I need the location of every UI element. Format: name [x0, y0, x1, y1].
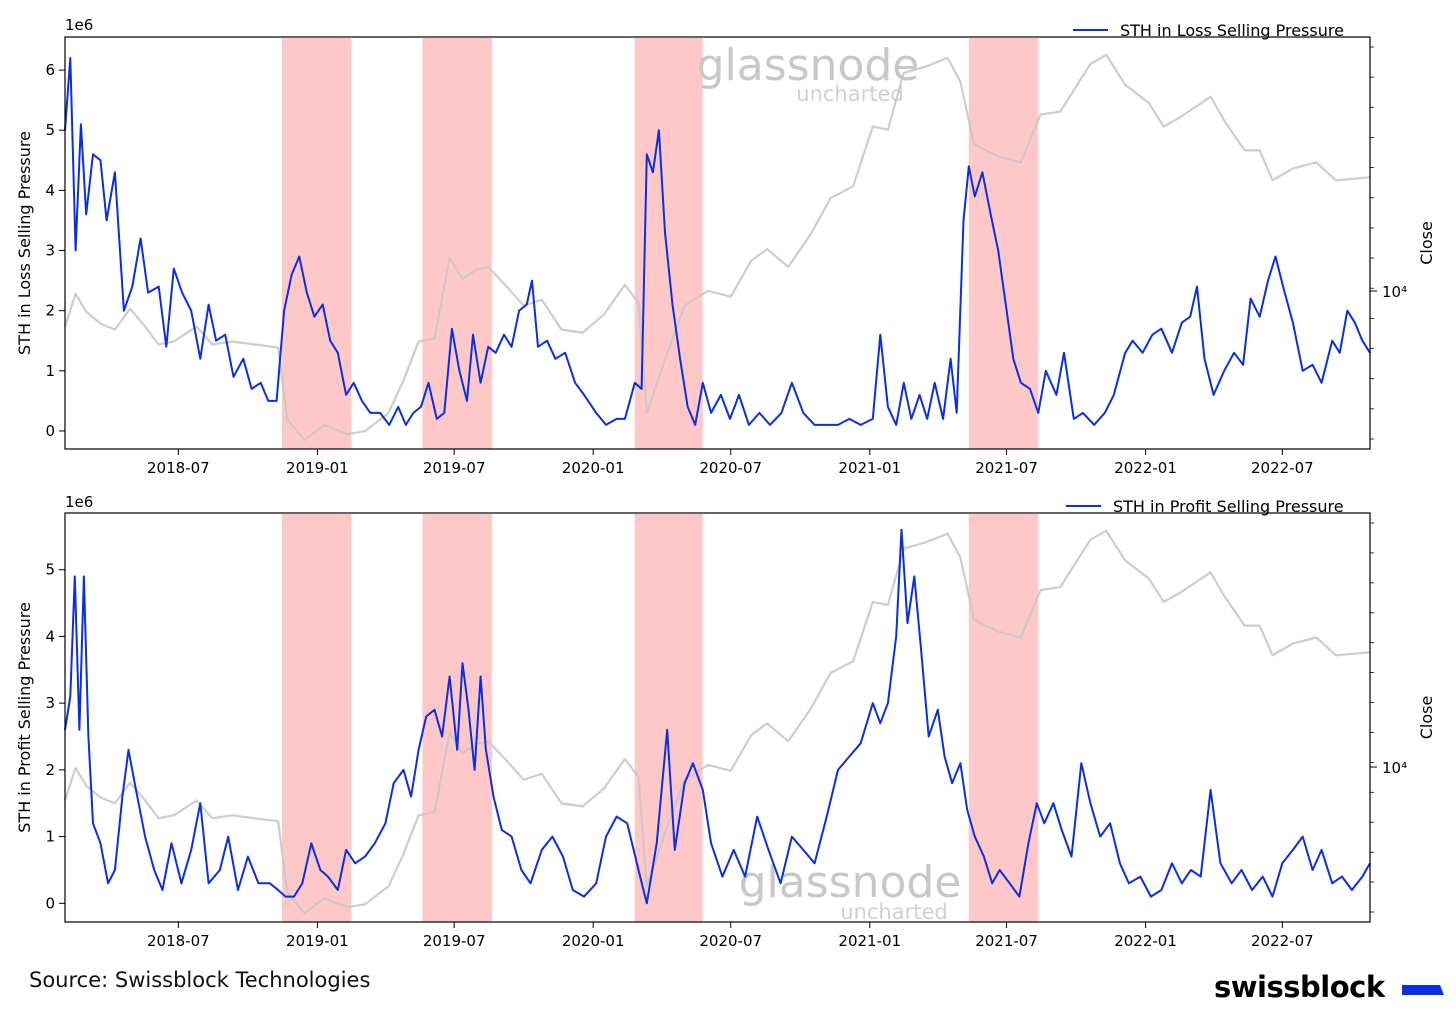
y-tick-label: 0: [45, 422, 55, 440]
brand-mark-icon: [1402, 985, 1444, 995]
watermark-main: glassnode: [739, 857, 962, 908]
y-axis-label: STH in Profit Selling Pressure: [15, 602, 34, 833]
x-tick-label: 2021-01: [838, 932, 901, 950]
highlight-band: [968, 514, 1039, 922]
y-offset-label: 1e6: [65, 493, 93, 511]
watermark-main: glassnode: [697, 40, 920, 91]
x-tick-label: 2019-07: [423, 932, 486, 950]
x-tick-label: 2021-07: [975, 932, 1038, 950]
y-tick-label: 6: [45, 61, 55, 79]
x-tick-label: 2020-01: [562, 932, 625, 950]
highlight-band: [281, 38, 352, 449]
y-tick-label: 1: [45, 828, 55, 846]
selling-pressure-line: [64, 57, 1371, 426]
y2-axis-label: Close: [1417, 221, 1436, 265]
plot-frame: [64, 36, 1371, 450]
close-price-line: [63, 529, 1371, 915]
y-tick-label: 2: [45, 761, 55, 779]
x-tick-label: 2022-01: [1114, 932, 1177, 950]
y-tick-label: 1: [45, 362, 55, 380]
watermark-sub: uncharted: [840, 900, 947, 924]
y-offset-label: 1e6: [65, 16, 93, 34]
close-price-line: [63, 53, 1371, 442]
x-tick-label: 2021-07: [975, 459, 1038, 477]
y-tick-label: 5: [45, 561, 55, 579]
y2-axis-label: Close: [1417, 696, 1436, 740]
source-caption: Source: Swissblock Technologies: [29, 968, 371, 992]
x-tick-label: 2019-01: [286, 459, 349, 477]
x-tick-label: 2022-07: [1251, 459, 1314, 477]
highlight-band: [422, 514, 492, 922]
highlight-band: [422, 38, 492, 449]
y-tick-label: 3: [45, 694, 55, 712]
highlight-band: [968, 38, 1039, 449]
y2-tick-label: 10⁴: [1382, 759, 1407, 777]
y-tick-label: 4: [45, 181, 55, 199]
highlight-band: [634, 38, 703, 449]
x-tick-label: 2021-01: [838, 459, 901, 477]
x-tick-label: 2020-01: [562, 459, 625, 477]
highlight-band: [634, 514, 703, 922]
highlight-band: [281, 514, 352, 922]
y-axis-label: STH in Loss Selling Pressure: [15, 131, 34, 355]
x-tick-label: 2022-07: [1251, 932, 1314, 950]
y-tick-label: 5: [45, 121, 55, 139]
x-tick-label: 2020-07: [699, 459, 762, 477]
y-tick-label: 3: [45, 242, 55, 260]
brand-logo-text: swissblock: [1214, 970, 1385, 1004]
x-tick-label: 2022-01: [1114, 459, 1177, 477]
y-tick-label: 4: [45, 627, 55, 645]
x-tick-label: 2018-07: [147, 459, 210, 477]
y2-tick-label: 10⁴: [1382, 283, 1407, 301]
y-tick-label: 0: [45, 894, 55, 912]
legend-label: STH in Loss Selling Pressure: [1120, 21, 1344, 40]
x-tick-label: 2019-07: [423, 459, 486, 477]
legend-label: STH in Profit Selling Pressure: [1113, 497, 1344, 516]
selling-pressure-line: [64, 528, 1371, 905]
x-tick-label: 2018-07: [147, 932, 210, 950]
x-tick-label: 2020-07: [699, 932, 762, 950]
x-tick-label: 2019-01: [286, 932, 349, 950]
watermark-sub: uncharted: [796, 82, 903, 106]
plot-frame: [64, 512, 1371, 923]
y-tick-label: 2: [45, 302, 55, 320]
